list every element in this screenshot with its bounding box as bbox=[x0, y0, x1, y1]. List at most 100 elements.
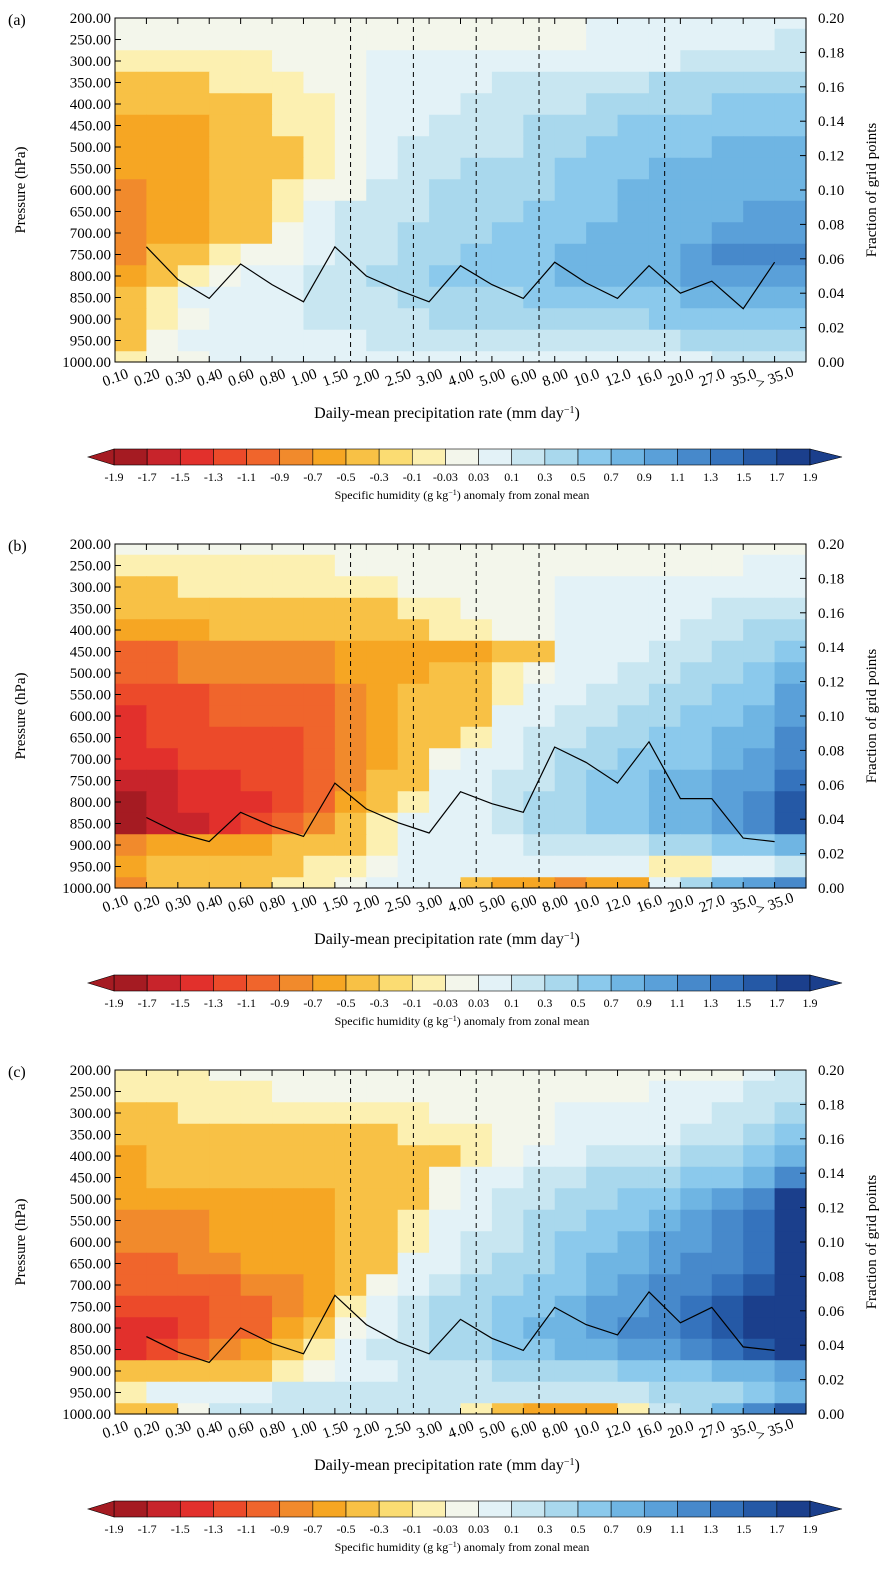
colorbar-tick-label: -0.5 bbox=[337, 470, 356, 484]
heatmap-cell bbox=[711, 877, 744, 889]
colorbar-over-arrow bbox=[809, 974, 843, 992]
y-axis-title: Pressure (hPa) bbox=[13, 146, 29, 233]
heatmap-cell bbox=[272, 544, 305, 556]
heatmap-cell bbox=[146, 1145, 179, 1168]
heatmap-cell bbox=[460, 1145, 493, 1168]
heatmap-cell bbox=[115, 683, 148, 706]
heatmap-cell bbox=[491, 791, 524, 814]
heatmap-cell bbox=[397, 619, 430, 642]
heatmap-cell bbox=[491, 200, 524, 223]
heatmap-cell bbox=[272, 1252, 305, 1275]
colorbar-tick-label: -0.03 bbox=[433, 470, 458, 484]
heatmap-cell bbox=[429, 136, 462, 159]
colorbar-tick-label: -0.1 bbox=[403, 470, 422, 484]
heatmap-cell bbox=[743, 1360, 776, 1383]
heatmap-cell bbox=[617, 200, 650, 223]
heatmap-cell bbox=[366, 1209, 399, 1232]
heatmap-cell bbox=[240, 1360, 273, 1383]
heatmap-cell bbox=[272, 1381, 305, 1404]
heatmap-cell bbox=[177, 265, 210, 288]
heatmap-cell bbox=[115, 1274, 148, 1297]
colorbar-under-arrow bbox=[86, 1500, 115, 1518]
heatmap-cell bbox=[680, 683, 713, 706]
heatmap-cell bbox=[491, 726, 524, 749]
heatmap-cell bbox=[240, 50, 273, 73]
heatmap-cell bbox=[617, 554, 650, 577]
heatmap-cell bbox=[586, 351, 619, 363]
y-tick-label: 700.00 bbox=[70, 1278, 111, 1294]
heatmap-cell bbox=[743, 1102, 776, 1125]
heatmap-cell bbox=[240, 662, 273, 685]
heatmap-cell bbox=[774, 265, 807, 288]
colorbar-swatch bbox=[411, 974, 446, 992]
heatmap-cell bbox=[115, 308, 148, 331]
heatmap-cell bbox=[209, 243, 242, 266]
heatmap-cell bbox=[366, 93, 399, 116]
heatmap-cell bbox=[491, 329, 524, 352]
heatmap-cell bbox=[586, 1295, 619, 1318]
heatmap-cell bbox=[491, 619, 524, 642]
heatmap-cell bbox=[115, 1295, 148, 1318]
heatmap-cell bbox=[115, 93, 148, 116]
heatmap-cell bbox=[177, 18, 210, 30]
heatmap-cell bbox=[554, 93, 587, 116]
heatmap-cell bbox=[177, 200, 210, 223]
heatmap-cell bbox=[586, 243, 619, 266]
heatmap-cell bbox=[209, 726, 242, 749]
heatmap-cell bbox=[743, 1274, 776, 1297]
heatmap-cell bbox=[177, 1080, 210, 1103]
heatmap-cell bbox=[554, 1166, 587, 1189]
heatmap-cell bbox=[586, 748, 619, 771]
heatmap-cell bbox=[648, 1070, 681, 1082]
heatmap-cell bbox=[617, 1188, 650, 1211]
colorbar-tick-label: 0.1 bbox=[504, 996, 519, 1010]
heatmap-cell bbox=[429, 1102, 462, 1125]
heatmap-cell bbox=[303, 597, 336, 620]
heatmap-cell bbox=[491, 1403, 524, 1415]
heatmap-cell bbox=[209, 1317, 242, 1340]
heatmap-cell bbox=[491, 286, 524, 309]
heatmap-cell bbox=[491, 1252, 524, 1275]
heatmap-cell bbox=[554, 222, 587, 245]
y-tick-label: 950.00 bbox=[70, 334, 111, 350]
heatmap-cell bbox=[272, 157, 305, 180]
heatmap-cell bbox=[272, 222, 305, 245]
heatmap-cell bbox=[272, 619, 305, 642]
heatmap-cell bbox=[303, 748, 336, 771]
y-tick-label: 400.00 bbox=[70, 623, 111, 639]
heatmap-cell bbox=[146, 769, 179, 792]
heatmap-cell bbox=[711, 265, 744, 288]
y2-tick-label: 0.16 bbox=[818, 606, 845, 622]
heatmap-cell bbox=[177, 1231, 210, 1254]
heatmap-cell bbox=[711, 222, 744, 245]
y2-tick-label: 0.08 bbox=[818, 1269, 844, 1285]
x-tick-label: 5.00 bbox=[477, 1418, 507, 1442]
heatmap-cell bbox=[617, 179, 650, 202]
x-tick-label: 0.80 bbox=[258, 892, 288, 916]
heatmap-cell bbox=[209, 351, 242, 363]
y-tick-label: 650.00 bbox=[70, 205, 111, 221]
heatmap-cell bbox=[617, 1403, 650, 1415]
heatmap-cell bbox=[303, 1274, 336, 1297]
heatmap-cell bbox=[554, 726, 587, 749]
heatmap-cell bbox=[429, 1070, 462, 1082]
colorbar-swatch bbox=[776, 448, 811, 466]
heatmap-cell bbox=[743, 28, 776, 51]
y-tick-label: 1000.00 bbox=[62, 1407, 111, 1423]
heatmap-cell bbox=[617, 50, 650, 73]
heatmap-cell bbox=[209, 834, 242, 857]
heatmap-cell bbox=[303, 769, 336, 792]
heatmap-cell bbox=[554, 705, 587, 728]
heatmap-cell bbox=[586, 1145, 619, 1168]
heatmap-cell bbox=[272, 1338, 305, 1361]
heatmap-cell bbox=[240, 855, 273, 878]
heatmap-cell bbox=[774, 243, 807, 266]
heatmap-cell bbox=[272, 1102, 305, 1125]
heatmap-cell bbox=[743, 544, 776, 556]
heatmap-cell bbox=[648, 265, 681, 288]
heatmap-cell bbox=[272, 28, 305, 51]
heatmap-cell bbox=[617, 597, 650, 620]
heatmap-cell bbox=[743, 576, 776, 599]
heatmap-cell bbox=[554, 243, 587, 266]
heatmap-cell bbox=[334, 265, 367, 288]
